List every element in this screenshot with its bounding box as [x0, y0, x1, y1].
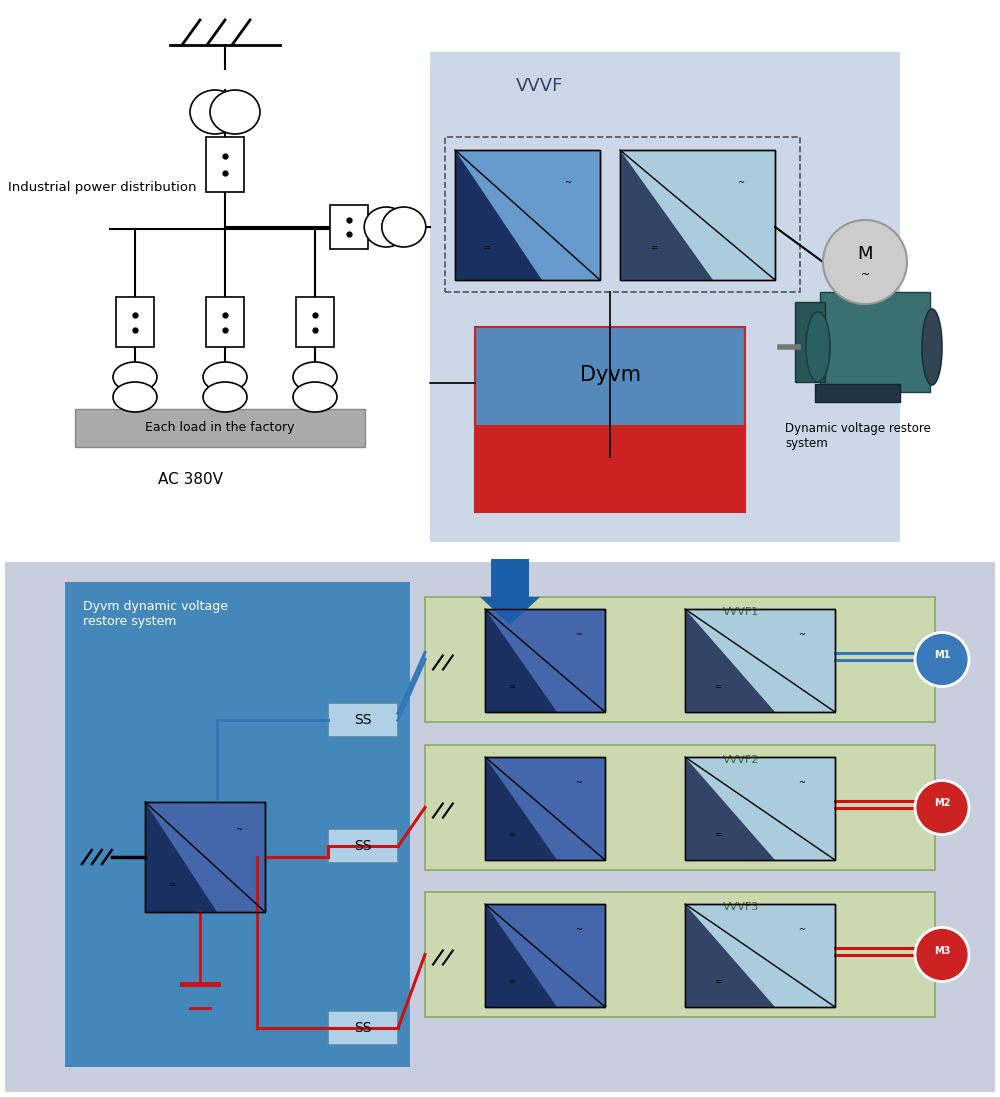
Ellipse shape [806, 312, 830, 382]
Text: M: M [857, 245, 873, 263]
Polygon shape [485, 904, 557, 1007]
Text: =: = [168, 880, 175, 889]
Circle shape [915, 927, 969, 982]
FancyBboxPatch shape [206, 137, 244, 192]
Text: =: = [483, 244, 490, 252]
Ellipse shape [293, 362, 337, 392]
Polygon shape [485, 609, 557, 712]
Ellipse shape [364, 207, 408, 247]
Ellipse shape [203, 382, 247, 412]
Text: ~: ~ [798, 778, 806, 788]
Text: ~: ~ [575, 631, 582, 640]
Polygon shape [485, 609, 605, 712]
Text: =: = [508, 829, 515, 839]
FancyBboxPatch shape [820, 292, 930, 392]
Polygon shape [685, 609, 835, 712]
Ellipse shape [113, 382, 157, 412]
Text: M3: M3 [934, 946, 950, 955]
Polygon shape [685, 757, 835, 860]
Text: =: = [651, 244, 658, 252]
Text: Dynamic voltage restore
system: Dynamic voltage restore system [785, 422, 931, 450]
Text: Dyvm: Dyvm [580, 365, 640, 385]
Text: Each load in the factory: Each load in the factory [145, 421, 295, 434]
Polygon shape [145, 802, 217, 912]
Ellipse shape [922, 309, 942, 385]
Polygon shape [485, 757, 605, 860]
FancyBboxPatch shape [296, 297, 334, 347]
FancyBboxPatch shape [0, 0, 1000, 557]
Text: ~: ~ [798, 631, 806, 640]
Text: Dyvm dynamic voltage
restore system: Dyvm dynamic voltage restore system [83, 600, 228, 627]
Text: VVVF3: VVVF3 [723, 902, 759, 912]
Text: SS: SS [354, 1021, 372, 1034]
Circle shape [915, 780, 969, 835]
Text: VVVF1: VVVF1 [723, 607, 759, 617]
Text: =: = [714, 829, 722, 839]
Text: Industrial power distribution: Industrial power distribution [8, 181, 196, 193]
FancyBboxPatch shape [815, 384, 900, 402]
FancyBboxPatch shape [116, 297, 154, 347]
Text: VVVF2: VVVF2 [723, 755, 759, 765]
FancyBboxPatch shape [491, 559, 529, 597]
Text: SS: SS [354, 839, 372, 853]
Text: SS: SS [354, 713, 372, 727]
FancyBboxPatch shape [330, 205, 368, 249]
Circle shape [823, 220, 907, 304]
Ellipse shape [210, 90, 260, 134]
Ellipse shape [293, 382, 337, 412]
FancyBboxPatch shape [430, 52, 900, 542]
FancyBboxPatch shape [328, 829, 398, 863]
FancyBboxPatch shape [328, 703, 398, 737]
FancyBboxPatch shape [425, 892, 935, 1017]
Text: =: = [714, 976, 722, 986]
FancyBboxPatch shape [475, 425, 745, 512]
FancyBboxPatch shape [425, 745, 935, 870]
Text: ~: ~ [235, 825, 242, 834]
Text: ~: ~ [575, 925, 582, 935]
Polygon shape [685, 904, 835, 1007]
Polygon shape [485, 757, 557, 860]
Text: ~: ~ [860, 270, 870, 280]
FancyBboxPatch shape [328, 1011, 398, 1045]
Text: =: = [508, 681, 515, 691]
Polygon shape [620, 150, 713, 280]
Text: ~: ~ [575, 778, 582, 788]
Polygon shape [480, 597, 540, 625]
Polygon shape [620, 150, 775, 280]
Polygon shape [145, 802, 265, 912]
FancyBboxPatch shape [65, 583, 410, 1067]
FancyBboxPatch shape [475, 327, 745, 425]
Text: ~: ~ [565, 178, 572, 186]
FancyBboxPatch shape [425, 597, 935, 722]
Text: =: = [508, 976, 515, 986]
Polygon shape [455, 150, 600, 280]
Circle shape [915, 633, 969, 687]
Polygon shape [685, 609, 775, 712]
Text: M1: M1 [934, 651, 950, 660]
Text: ~: ~ [737, 178, 744, 186]
Text: M2: M2 [934, 799, 950, 808]
Ellipse shape [382, 207, 426, 247]
Polygon shape [685, 904, 775, 1007]
Text: AC 380V: AC 380V [158, 472, 222, 486]
Text: ~: ~ [798, 925, 806, 935]
Text: =: = [714, 681, 722, 691]
Ellipse shape [113, 362, 157, 392]
Text: VVVF: VVVF [516, 77, 564, 95]
FancyBboxPatch shape [795, 302, 825, 382]
Polygon shape [485, 904, 605, 1007]
FancyBboxPatch shape [75, 409, 365, 446]
Polygon shape [455, 150, 542, 280]
Ellipse shape [203, 362, 247, 392]
FancyBboxPatch shape [5, 562, 995, 1092]
Ellipse shape [190, 90, 240, 134]
Polygon shape [685, 757, 775, 860]
FancyBboxPatch shape [206, 297, 244, 347]
